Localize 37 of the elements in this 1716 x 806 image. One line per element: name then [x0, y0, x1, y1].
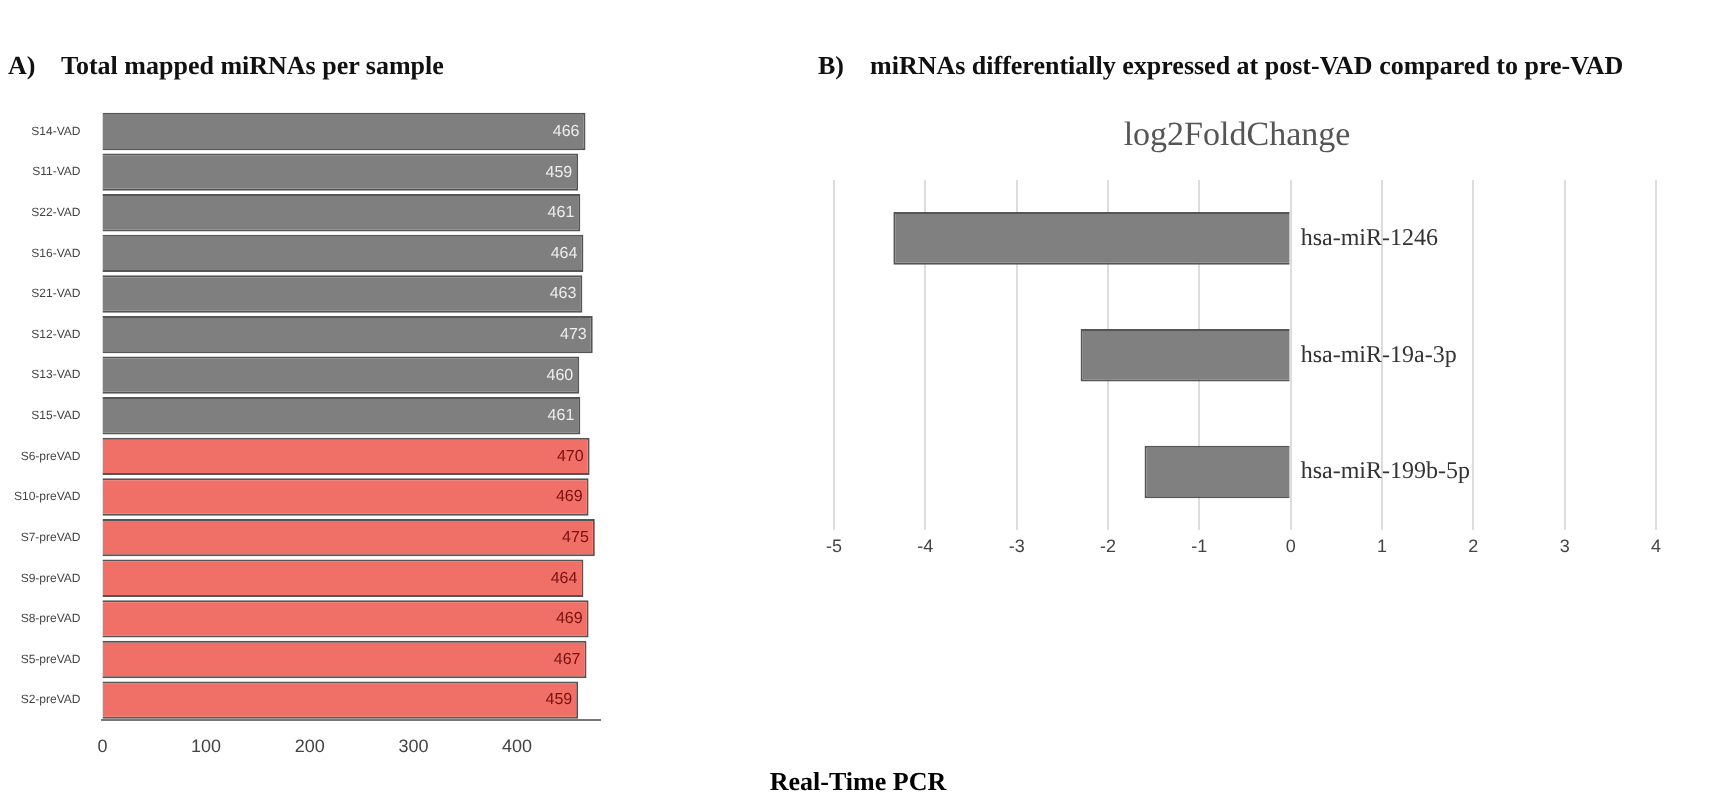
data-label: 473 — [560, 324, 588, 343]
data-label: 469 — [555, 487, 584, 506]
data-label: 469 — [555, 609, 584, 628]
data-label: 464 — [550, 568, 579, 587]
x-tick-label: -2 — [1099, 536, 1117, 557]
data-label: 466 — [552, 121, 581, 140]
x-tick-label: 0 — [1285, 536, 1296, 557]
data-label: 459 — [545, 162, 574, 181]
x-tick-label: 300 — [398, 736, 429, 757]
y-tick-label: hsa-miR-199b-5p — [1300, 456, 1470, 485]
chart-title: A) Total mapped miRNAs per sample — [8, 50, 445, 81]
x-tick-label: -4 — [917, 536, 934, 557]
data-label: 460 — [546, 365, 575, 384]
data-label: 475 — [562, 528, 590, 547]
x-tick-label: 2 — [1468, 536, 1479, 557]
chart-title: B) miRNAs differentially expressed at post-VAD compared to pre-VAD — [818, 50, 1624, 81]
x-tick-label: 200 — [294, 736, 325, 757]
data-label: 461 — [547, 406, 576, 425]
chart-subtitle: log2FoldChange — [1123, 114, 1351, 153]
x-tick-label: 400 — [502, 736, 533, 757]
x-tick-label: 100 — [191, 736, 222, 757]
x-tick-label: -5 — [825, 536, 843, 557]
data-label: 461 — [547, 203, 576, 222]
data-label: 463 — [549, 284, 578, 303]
x-tick-label: 1 — [1376, 536, 1388, 557]
text: Real-Time PCR — [767, 766, 949, 798]
y-tick-label: hsa-miR-19a-3p — [1300, 339, 1457, 368]
data-label: 467 — [553, 649, 582, 668]
y-tick-label: hsa-miR-1246 — [1300, 222, 1439, 251]
x-tick-label: -1 — [1191, 536, 1208, 557]
data-label: 464 — [550, 243, 579, 262]
x-tick-label: 0 — [97, 736, 108, 757]
data-label: 459 — [545, 690, 574, 709]
data-label: 470 — [556, 446, 585, 465]
x-tick-label: 4 — [1650, 536, 1662, 557]
x-tick-label: -3 — [1008, 536, 1025, 557]
x-tick-label: 3 — [1559, 536, 1570, 557]
